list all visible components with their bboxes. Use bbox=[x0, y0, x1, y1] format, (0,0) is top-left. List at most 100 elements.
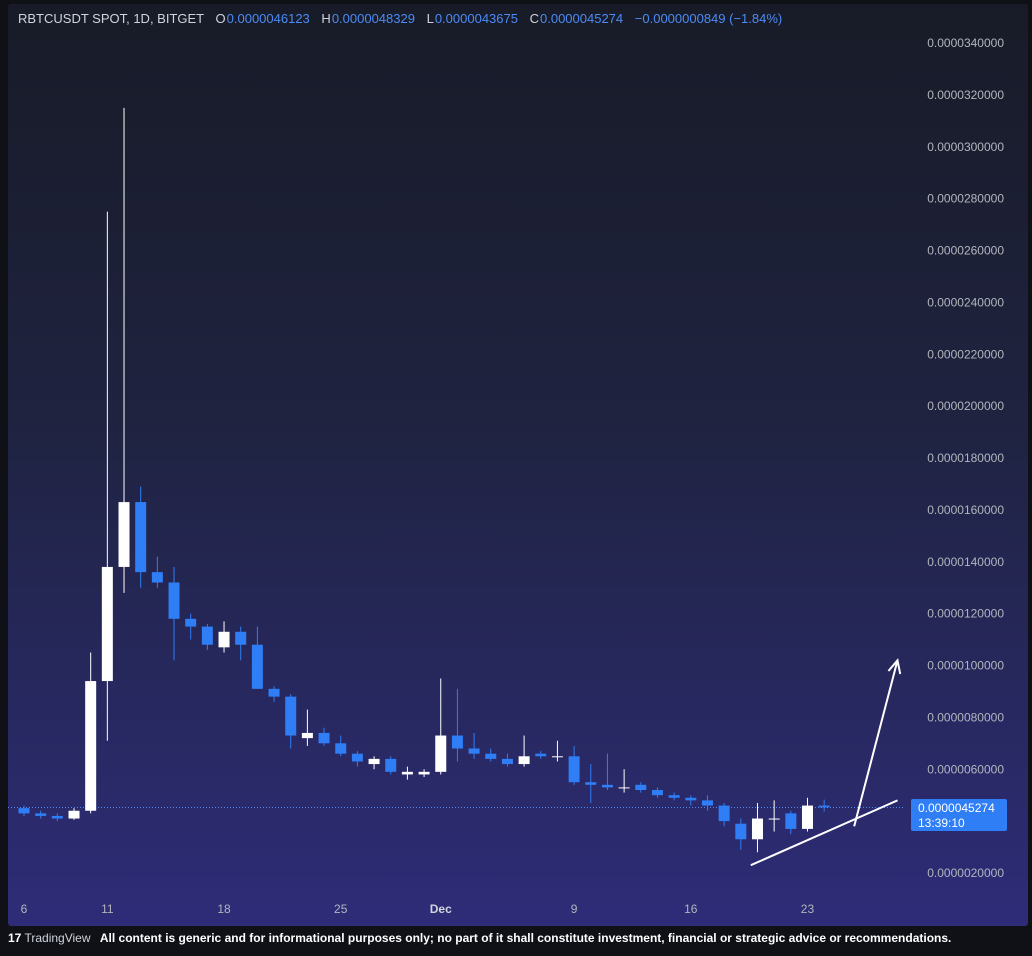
candle-body bbox=[801, 805, 813, 829]
y-tick-label: 0.0000280000 bbox=[927, 192, 1004, 206]
candle[interactable] bbox=[235, 626, 247, 661]
candle[interactable] bbox=[318, 727, 330, 746]
open-value: 0.0000046123 bbox=[226, 11, 310, 26]
candle[interactable] bbox=[135, 486, 147, 588]
candle-body bbox=[618, 787, 630, 789]
last-price-badge: 0.0000045274 13:39:10 bbox=[911, 799, 1007, 831]
candle[interactable] bbox=[635, 782, 647, 793]
candle[interactable] bbox=[335, 735, 347, 757]
candle[interactable] bbox=[368, 756, 380, 770]
candle[interactable] bbox=[185, 613, 197, 640]
x-axis[interactable]: 6 11 18 25 Dec 9 16 23 bbox=[21, 902, 815, 916]
candle[interactable] bbox=[218, 621, 230, 653]
candle-body bbox=[668, 795, 680, 798]
candle[interactable] bbox=[601, 753, 613, 790]
tradingview-logo-icon[interactable]: 17 bbox=[8, 931, 22, 945]
candle-body bbox=[568, 756, 580, 783]
candle[interactable] bbox=[351, 751, 363, 767]
x-tick-label: 9 bbox=[571, 902, 578, 916]
candle[interactable] bbox=[785, 810, 797, 835]
candle[interactable] bbox=[385, 756, 397, 775]
candle[interactable] bbox=[85, 652, 97, 814]
candle-body bbox=[685, 797, 697, 801]
candle-body bbox=[468, 748, 480, 754]
candle[interactable] bbox=[201, 624, 213, 650]
candle-body bbox=[251, 644, 263, 689]
candle[interactable] bbox=[551, 740, 563, 762]
candle[interactable] bbox=[501, 753, 513, 767]
candle-body bbox=[401, 771, 413, 775]
candle[interactable] bbox=[251, 626, 263, 689]
low-label: L bbox=[426, 11, 434, 26]
last-price-value: 0.0000045274 bbox=[918, 801, 995, 815]
y-tick-label: 0.0000160000 bbox=[927, 503, 1004, 517]
candle[interactable] bbox=[101, 211, 113, 741]
candle[interactable] bbox=[68, 808, 80, 820]
candle[interactable] bbox=[168, 566, 180, 661]
candle[interactable] bbox=[585, 764, 597, 803]
candle[interactable] bbox=[685, 795, 697, 806]
candle[interactable] bbox=[435, 678, 447, 775]
candle-body bbox=[118, 502, 130, 567]
drawing-annotations[interactable] bbox=[750, 658, 902, 867]
symbol-header: RBTCUSDT SPOT, 1D, BITGET O0.0000046123 … bbox=[18, 11, 782, 26]
candle-body bbox=[218, 631, 230, 648]
candle[interactable] bbox=[535, 751, 547, 759]
open-label: O bbox=[215, 11, 226, 26]
candle-body bbox=[151, 572, 163, 583]
candle[interactable] bbox=[801, 797, 813, 832]
candle[interactable] bbox=[35, 810, 47, 819]
candles[interactable] bbox=[18, 107, 830, 853]
footer: 17 TradingView All content is generic an… bbox=[8, 931, 951, 951]
candle[interactable] bbox=[751, 802, 763, 853]
candle-body bbox=[785, 813, 797, 829]
high-label: H bbox=[321, 11, 331, 26]
candle[interactable] bbox=[451, 688, 463, 762]
candle[interactable] bbox=[301, 709, 313, 746]
tradingview-brand[interactable]: TradingView bbox=[24, 931, 91, 945]
candle[interactable] bbox=[735, 818, 747, 850]
candle[interactable] bbox=[668, 792, 680, 801]
arrow-annotation[interactable] bbox=[853, 658, 902, 827]
candle[interactable] bbox=[485, 748, 497, 762]
x-tick-label: 25 bbox=[334, 902, 348, 916]
candle[interactable] bbox=[468, 732, 480, 759]
candle-body bbox=[335, 743, 347, 754]
trendline[interactable] bbox=[750, 799, 898, 867]
candle-body bbox=[201, 626, 213, 645]
candle-body bbox=[18, 808, 30, 814]
candle[interactable] bbox=[618, 769, 630, 793]
candle[interactable] bbox=[285, 694, 297, 749]
candle[interactable] bbox=[818, 799, 830, 812]
candle[interactable] bbox=[118, 107, 130, 593]
candle-body bbox=[301, 732, 313, 739]
candle[interactable] bbox=[51, 813, 63, 822]
bar-countdown: 13:39:10 bbox=[918, 816, 965, 830]
candle-body bbox=[368, 758, 380, 765]
candle[interactable] bbox=[568, 745, 580, 785]
candle-body bbox=[418, 771, 430, 775]
candle[interactable] bbox=[268, 686, 280, 702]
candle-body bbox=[601, 784, 613, 788]
candle[interactable] bbox=[151, 556, 163, 588]
y-axis[interactable]: 0.0000340000 0.0000320000 0.0000300000 0.00… bbox=[927, 36, 1004, 880]
candle[interactable] bbox=[418, 769, 430, 778]
y-tick-label: 0.0000060000 bbox=[927, 762, 1004, 776]
x-tick-label: Dec bbox=[430, 902, 452, 916]
candle[interactable] bbox=[651, 787, 663, 798]
candle[interactable] bbox=[518, 735, 530, 767]
candle[interactable] bbox=[18, 805, 30, 816]
arrow-head-icon bbox=[887, 658, 902, 675]
candle[interactable] bbox=[718, 802, 730, 827]
candle-body bbox=[751, 818, 763, 840]
candle-body bbox=[585, 782, 597, 785]
disclaimer-text: All content is generic and for informati… bbox=[99, 931, 952, 945]
chart-pane[interactable] bbox=[8, 4, 1028, 926]
candle-body bbox=[701, 800, 713, 806]
candle[interactable] bbox=[401, 766, 413, 780]
symbol-title[interactable]: RBTCUSDT SPOT, 1D, BITGET bbox=[18, 11, 204, 26]
candle[interactable] bbox=[768, 800, 780, 832]
candle[interactable] bbox=[701, 795, 713, 811]
